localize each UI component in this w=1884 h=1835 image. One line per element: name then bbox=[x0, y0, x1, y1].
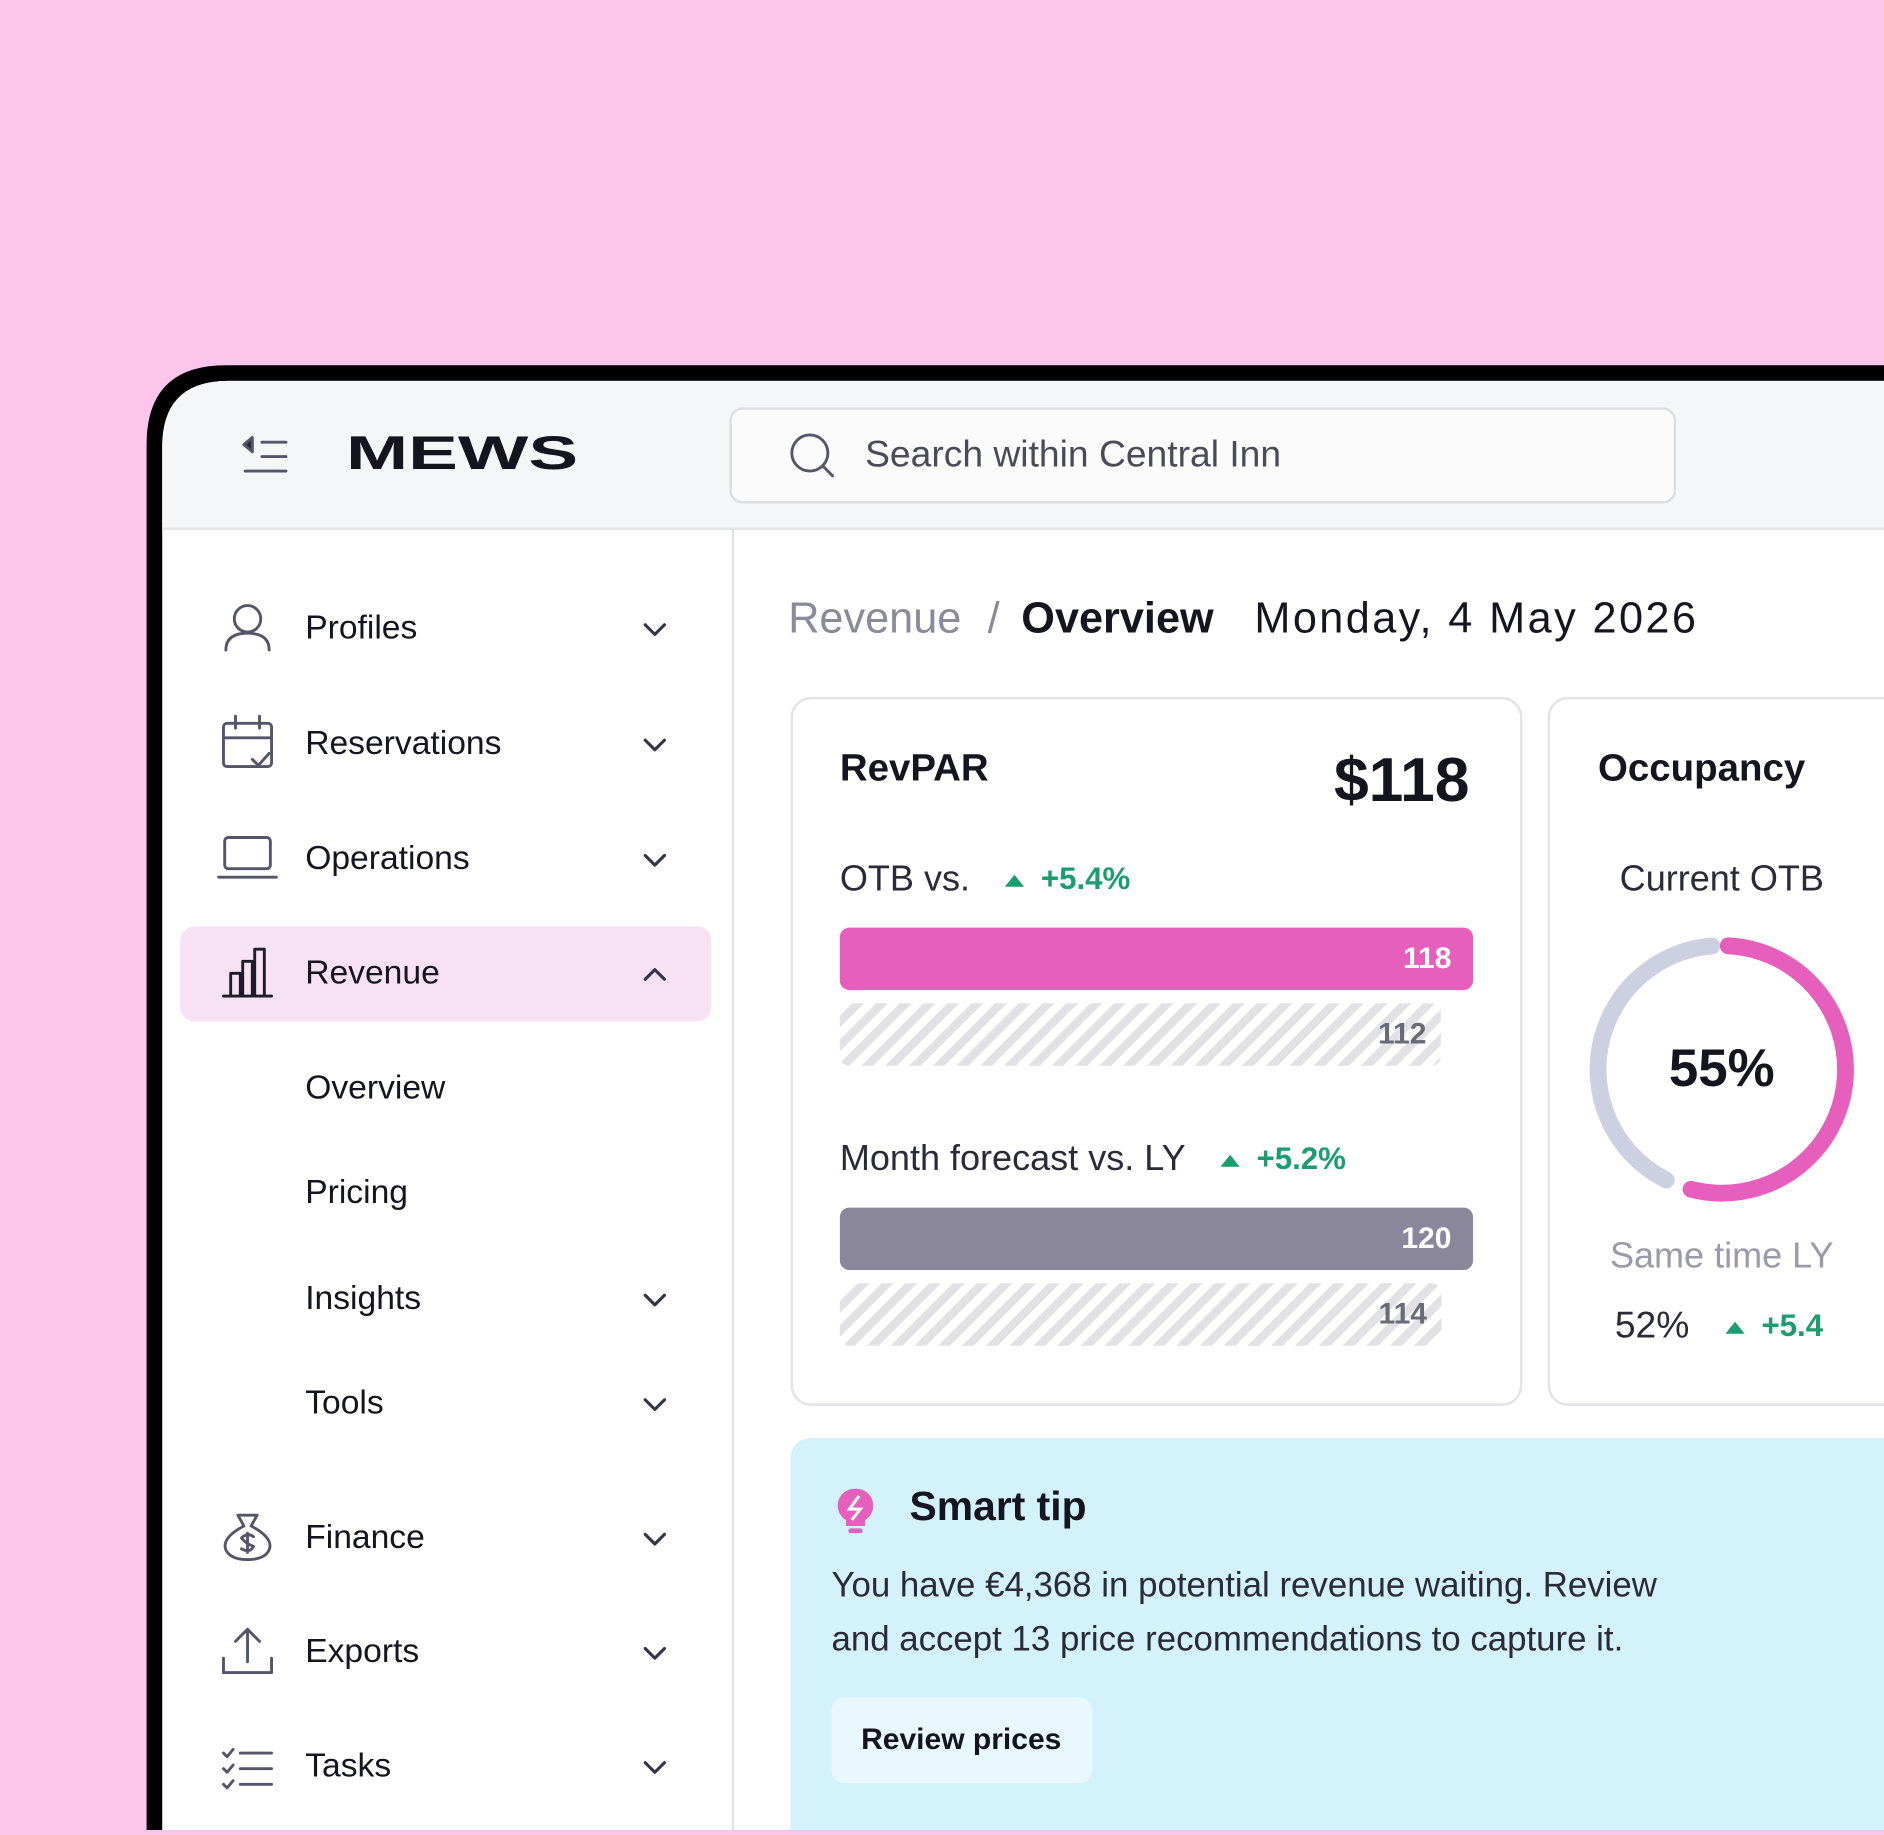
donut-track bbox=[1589, 937, 1854, 1202]
label: Current OTB bbox=[1620, 857, 1824, 898]
date: Monday, 4 May 2026 bbox=[1254, 595, 1698, 643]
menu-icon[interactable] bbox=[242, 435, 288, 473]
occupancy-card bbox=[1547, 696, 1884, 1406]
tip-text: and accept 13 price recommendations to c… bbox=[831, 1620, 1623, 1659]
up-arrow bbox=[1004, 874, 1025, 887]
tip-text: You have €4,368 in potential revenue wai… bbox=[831, 1565, 1657, 1604]
button-label[interactable]: Review prices bbox=[861, 1723, 1061, 1756]
search-box[interactable] bbox=[729, 407, 1677, 504]
change: +5.4 bbox=[1761, 1308, 1823, 1343]
chevron[interactable] bbox=[643, 1532, 667, 1546]
breadcrumb-parent[interactable]: Revenue bbox=[788, 595, 961, 643]
revpar-value: $118 bbox=[1334, 745, 1470, 815]
nav-item[interactable]: Insights bbox=[305, 1280, 421, 1317]
breadcrumb-separator: / bbox=[988, 595, 1001, 643]
chevron[interactable] bbox=[643, 738, 667, 752]
chevron[interactable] bbox=[643, 968, 667, 981]
nav-item[interactable]: Tools bbox=[305, 1385, 384, 1422]
row-label: Month forecast vs. LY bbox=[840, 1137, 1186, 1178]
nav-item[interactable]: Revenue bbox=[305, 954, 440, 991]
breadcrumb-current: Overview bbox=[1021, 595, 1214, 643]
change: +5.2% bbox=[1257, 1141, 1346, 1176]
bar-current bbox=[839, 1207, 1474, 1271]
chevron[interactable] bbox=[643, 1398, 667, 1411]
chevron[interactable] bbox=[643, 623, 667, 637]
nav-item[interactable]: Tasks bbox=[305, 1747, 391, 1784]
donut-value bbox=[1589, 937, 1854, 1202]
nav-item[interactable]: Pricing bbox=[305, 1174, 408, 1211]
bar-label: 118 bbox=[1403, 942, 1451, 975]
up-arrow bbox=[1220, 1154, 1240, 1167]
logo: MEWS bbox=[346, 428, 578, 480]
bar-previous bbox=[839, 1283, 1442, 1346]
nav-item[interactable]: Exports bbox=[305, 1633, 419, 1670]
nav-item[interactable]: Profiles bbox=[305, 610, 417, 647]
label: Same time LY bbox=[1610, 1235, 1834, 1276]
nav-item[interactable]: Overview bbox=[305, 1070, 446, 1107]
row-label: OTB vs. bbox=[840, 857, 970, 898]
chevron[interactable] bbox=[643, 1646, 667, 1660]
bar-previous bbox=[839, 1003, 1441, 1066]
review-button[interactable] bbox=[831, 1697, 1093, 1784]
ly-value: 52% bbox=[1615, 1304, 1690, 1346]
tip-title: Smart tip bbox=[910, 1483, 1087, 1529]
active-nav-bg bbox=[180, 926, 712, 1022]
card-title: RevPAR bbox=[840, 746, 989, 789]
chevron[interactable] bbox=[643, 1761, 667, 1774]
bar-label: 114 bbox=[1379, 1298, 1428, 1331]
change: +5.4% bbox=[1041, 861, 1130, 896]
chevron[interactable] bbox=[643, 853, 667, 867]
search-placeholder[interactable]: Search within Central Inn bbox=[865, 432, 1281, 474]
bar-label: 112 bbox=[1378, 1018, 1426, 1051]
chevron[interactable] bbox=[643, 1293, 667, 1307]
bar-current bbox=[839, 927, 1474, 991]
nav-item[interactable]: Finance bbox=[305, 1519, 425, 1556]
bar-label: 120 bbox=[1401, 1222, 1451, 1255]
nav-item[interactable]: Operations bbox=[305, 840, 469, 877]
card-title: Occupancy bbox=[1598, 746, 1806, 789]
nav-item[interactable]: Reservations bbox=[305, 725, 501, 762]
occupancy-value: 55% bbox=[1669, 1039, 1775, 1098]
